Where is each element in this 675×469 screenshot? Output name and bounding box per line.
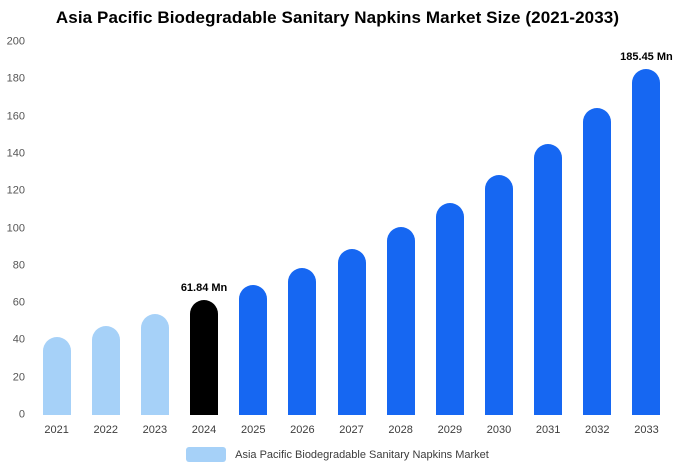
plot-area: 2021 2022 2023 61.84 Mn 2024 2025 2026 2027 2028… bbox=[32, 42, 673, 436]
y-axis-tick-label: 120 bbox=[6, 184, 25, 197]
bar-2021 bbox=[42, 336, 71, 415]
y-axis-tick-label: 20 bbox=[12, 371, 25, 384]
bar-column-2025: 2025 bbox=[229, 42, 278, 436]
y-axis-tick-label: 160 bbox=[6, 110, 25, 123]
x-axis-tick-label-2024: 2024 bbox=[191, 424, 217, 436]
bar-value-label-2033: 185.45 Mn bbox=[620, 51, 673, 64]
bar-2023 bbox=[140, 314, 169, 415]
x-axis-tick-label-2027: 2027 bbox=[339, 424, 364, 436]
y-axis: 0 20 40 60 80 100 120 140 160 180 200 bbox=[0, 36, 30, 420]
x-axis-tick-label-2032: 2032 bbox=[585, 424, 610, 436]
y-axis-tick-label: 140 bbox=[6, 147, 25, 160]
legend-swatch bbox=[186, 447, 227, 462]
y-axis-tick-label: 200 bbox=[6, 35, 25, 48]
bar-column-2031: 2031 bbox=[524, 42, 573, 436]
legend: Asia Pacific Biodegradable Sanitary Napk… bbox=[0, 447, 675, 462]
bar-column-2033: 185.45 Mn 2033 bbox=[620, 42, 673, 436]
bar-2033 bbox=[632, 69, 661, 415]
x-axis-tick-label-2025: 2025 bbox=[240, 424, 266, 436]
bar-column-2029: 2029 bbox=[425, 42, 474, 436]
y-axis-tick-label: 80 bbox=[12, 259, 25, 272]
bar-column-2027: 2027 bbox=[327, 42, 376, 436]
y-axis-tick-label: 0 bbox=[18, 408, 25, 421]
y-axis-tick-label: 40 bbox=[12, 333, 25, 346]
bar-column-2021: 2021 bbox=[32, 42, 81, 436]
bar-column-2022: 2022 bbox=[81, 42, 130, 436]
bar-2030 bbox=[484, 174, 513, 415]
bar-column-2023: 2023 bbox=[130, 42, 179, 436]
bar-2024 bbox=[190, 299, 219, 415]
x-axis-tick-label-2029: 2029 bbox=[437, 424, 463, 436]
bar-2027 bbox=[337, 248, 366, 415]
x-axis-tick-label-2022: 2022 bbox=[93, 424, 118, 436]
x-axis-tick-label-2028: 2028 bbox=[388, 424, 413, 436]
legend-label: Asia Pacific Biodegradable Sanitary Napk… bbox=[235, 448, 489, 461]
x-axis-tick-label-2023: 2023 bbox=[142, 424, 168, 436]
bar-column-2026: 2026 bbox=[278, 42, 327, 436]
x-axis-tick-label-2033: 2033 bbox=[634, 424, 659, 436]
x-axis-tick-label-2031: 2031 bbox=[535, 424, 561, 436]
bar-value-label-2024: 61.84 Mn bbox=[180, 281, 228, 294]
y-axis-tick-label: 100 bbox=[6, 222, 25, 234]
bar-column-2030: 2030 bbox=[474, 42, 523, 436]
bar-2028 bbox=[386, 227, 415, 415]
bar-2026 bbox=[288, 267, 317, 415]
bar-column-2028: 2028 bbox=[376, 42, 425, 436]
x-axis-tick-label-2030: 2030 bbox=[486, 424, 512, 436]
bar-2029 bbox=[435, 202, 464, 415]
bar-column-2024: 61.84 Mn 2024 bbox=[179, 42, 228, 436]
y-axis-tick-label: 180 bbox=[6, 72, 25, 85]
y-axis-tick-label: 60 bbox=[12, 296, 25, 309]
bar-2032 bbox=[583, 108, 612, 415]
bar-2031 bbox=[534, 143, 563, 415]
chart-title: Asia Pacific Biodegradable Sanitary Napk… bbox=[55, 8, 620, 27]
x-axis-tick-label-2021: 2021 bbox=[44, 424, 69, 436]
x-axis-tick-label-2026: 2026 bbox=[290, 424, 315, 436]
bar-2025 bbox=[239, 284, 268, 415]
bar-2022 bbox=[91, 326, 120, 415]
bar-column-2032: 2032 bbox=[573, 42, 622, 436]
